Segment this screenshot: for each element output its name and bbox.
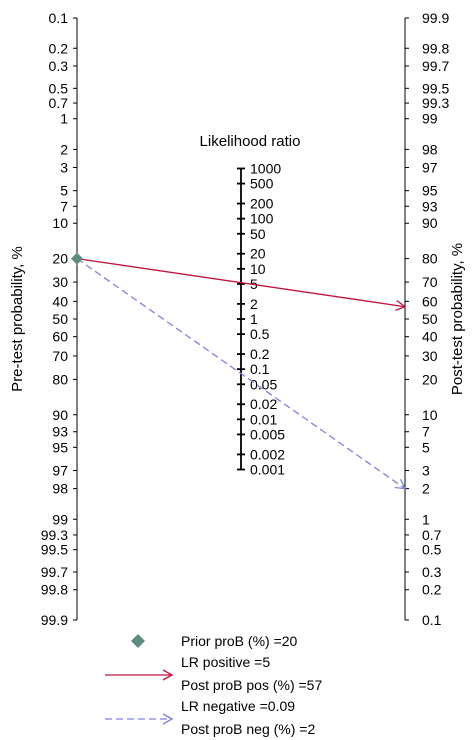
pre-test-tick-label: 5	[60, 183, 68, 199]
post-test-tick-label: 70	[422, 274, 438, 290]
lr-tick-label: 1	[250, 311, 258, 327]
post-test-tick-label: 0.7	[422, 527, 442, 543]
legend-prior-marker	[131, 634, 145, 648]
lr-tick-label: 0.05	[250, 376, 277, 392]
lr-tick-label: 0.2	[250, 346, 270, 362]
post-test-tick-label: 95	[422, 183, 438, 199]
lr-tick-label: 2	[250, 296, 258, 312]
post-test-tick-label: 90	[422, 215, 438, 231]
pre-test-tick-label: 30	[52, 274, 68, 290]
pre-test-tick-label: 0.7	[49, 95, 69, 111]
pre-test-tick-label: 0.5	[49, 80, 69, 96]
pre-test-tick-label: 7	[60, 198, 68, 214]
post-test-tick-label: 99.3	[422, 95, 449, 111]
series-arrowhead-lr-negative	[394, 479, 407, 490]
post-test-tick-label: 99.5	[422, 80, 449, 96]
pre-test-tick-label: 90	[52, 407, 68, 423]
lr-tick-label: 10	[250, 261, 266, 277]
lr-tick-label: 1000	[250, 160, 281, 176]
post-test-tick-label: 50	[422, 311, 438, 327]
pre-test-tick-label: 2	[60, 141, 68, 157]
lr-tick-label: 200	[250, 196, 274, 212]
post-test-tick-label: 3	[422, 462, 430, 478]
lr-tick-label: 100	[250, 211, 274, 227]
pre-test-tick-label: 97	[52, 462, 68, 478]
lr-tick-label: 0.005	[250, 426, 285, 442]
pre-test-axis-title: Pre-test probability, %	[9, 246, 26, 392]
post-test-tick-label: 98	[422, 141, 438, 157]
post-test-tick-label: 10	[422, 407, 438, 423]
post-test-axis-title: Post-test probability, %	[449, 243, 466, 395]
legend-lr-neg-arrowhead	[162, 713, 174, 725]
legend-prior-label: Prior proB (%) =20	[181, 633, 298, 649]
post-test-tick-label: 0.5	[422, 542, 442, 558]
pre-test-tick-label: 0.1	[49, 10, 69, 26]
lr-tick-label: 0.01	[250, 411, 277, 427]
post-test-tick-label: 93	[422, 198, 438, 214]
pre-test-tick-label: 80	[52, 371, 68, 387]
lr-tick-label: 0.02	[250, 396, 277, 412]
pre-test-tick-label: 99.8	[41, 582, 68, 598]
post-test-tick-label: 0.1	[422, 612, 442, 628]
post-test-tick-label: 2	[422, 481, 430, 497]
series-lines	[71, 252, 407, 490]
lr-tick-label: 500	[250, 176, 274, 192]
lr-tick-label: 50	[250, 226, 266, 242]
series-arrowhead-lr-positive	[395, 299, 407, 311]
post-test-tick-label: 99.7	[422, 58, 449, 74]
pre-test-tick-label: 99.3	[41, 527, 68, 543]
pre-test-tick-label: 99.7	[41, 564, 68, 580]
post-test-tick-label: 0.3	[422, 564, 442, 580]
legend-lr-pos-label: LR positive =5	[181, 654, 270, 670]
likelihood-ratio-axis: 10005002001005020105210.50.20.10.050.020…	[200, 133, 301, 478]
legend-lr-pos-arrowhead	[162, 669, 174, 681]
prior-probability-marker	[71, 252, 83, 265]
lr-tick-label: 0.5	[250, 326, 270, 342]
post-test-tick-label: 0.2	[422, 582, 442, 598]
legend-lr-neg-label: LR negative =0.09	[181, 698, 295, 714]
lr-tick-label: 0.001	[250, 462, 285, 478]
post-test-tick-label: 30	[422, 348, 438, 364]
post-test-tick-label: 20	[422, 371, 438, 387]
pre-test-tick-label: 99.5	[41, 542, 68, 558]
pre-test-tick-label: 98	[52, 481, 68, 497]
pre-test-tick-label: 40	[52, 293, 68, 309]
post-test-tick-label: 80	[422, 251, 438, 267]
pre-test-tick-label: 95	[52, 439, 68, 455]
post-test-tick-label: 5	[422, 439, 430, 455]
pre-test-tick-label: 93	[52, 424, 68, 440]
legend: Prior proB (%) =20 LR positive =5 Post p…	[105, 633, 322, 737]
post-test-tick-label: 7	[422, 424, 430, 440]
post-test-tick-label: 60	[422, 293, 438, 309]
pre-test-tick-label: 0.2	[49, 40, 69, 56]
post-test-tick-label: 40	[422, 329, 438, 345]
pre-test-tick-label: 70	[52, 348, 68, 364]
pre-test-tick-label: 60	[52, 329, 68, 345]
series-line-lr-negative	[76, 258, 406, 490]
post-test-axis: 99.999.899.799.599.399989795939080706050…	[404, 10, 466, 628]
lr-tick-label: 20	[250, 246, 266, 262]
pre-test-tick-label: 99.9	[41, 612, 68, 628]
pre-test-tick-label: 20	[52, 251, 68, 267]
lr-tick-label: 0.002	[250, 446, 285, 462]
legend-post-neg-label: Post proB neg (%) =2	[181, 721, 315, 737]
legend-post-pos-label: Post proB pos (%) =57	[181, 677, 322, 693]
series-line-lr-positive	[76, 257, 406, 308]
post-test-tick-label: 1	[422, 511, 430, 527]
post-test-tick-label: 99	[422, 111, 438, 127]
lr-axis-title: Likelihood ratio	[200, 133, 301, 150]
pre-test-tick-label: 10	[52, 215, 68, 231]
post-test-tick-label: 99.9	[422, 10, 449, 26]
pre-test-tick-label: 3	[60, 160, 68, 176]
post-test-tick-label: 97	[422, 160, 438, 176]
pre-test-tick-label: 1	[60, 111, 68, 127]
post-test-tick-label: 99.8	[422, 40, 449, 56]
pre-test-tick-label: 50	[52, 311, 68, 327]
lr-tick-label: 0.1	[250, 361, 270, 377]
pre-test-tick-label: 0.3	[49, 58, 69, 74]
pre-test-tick-label: 99	[52, 511, 68, 527]
